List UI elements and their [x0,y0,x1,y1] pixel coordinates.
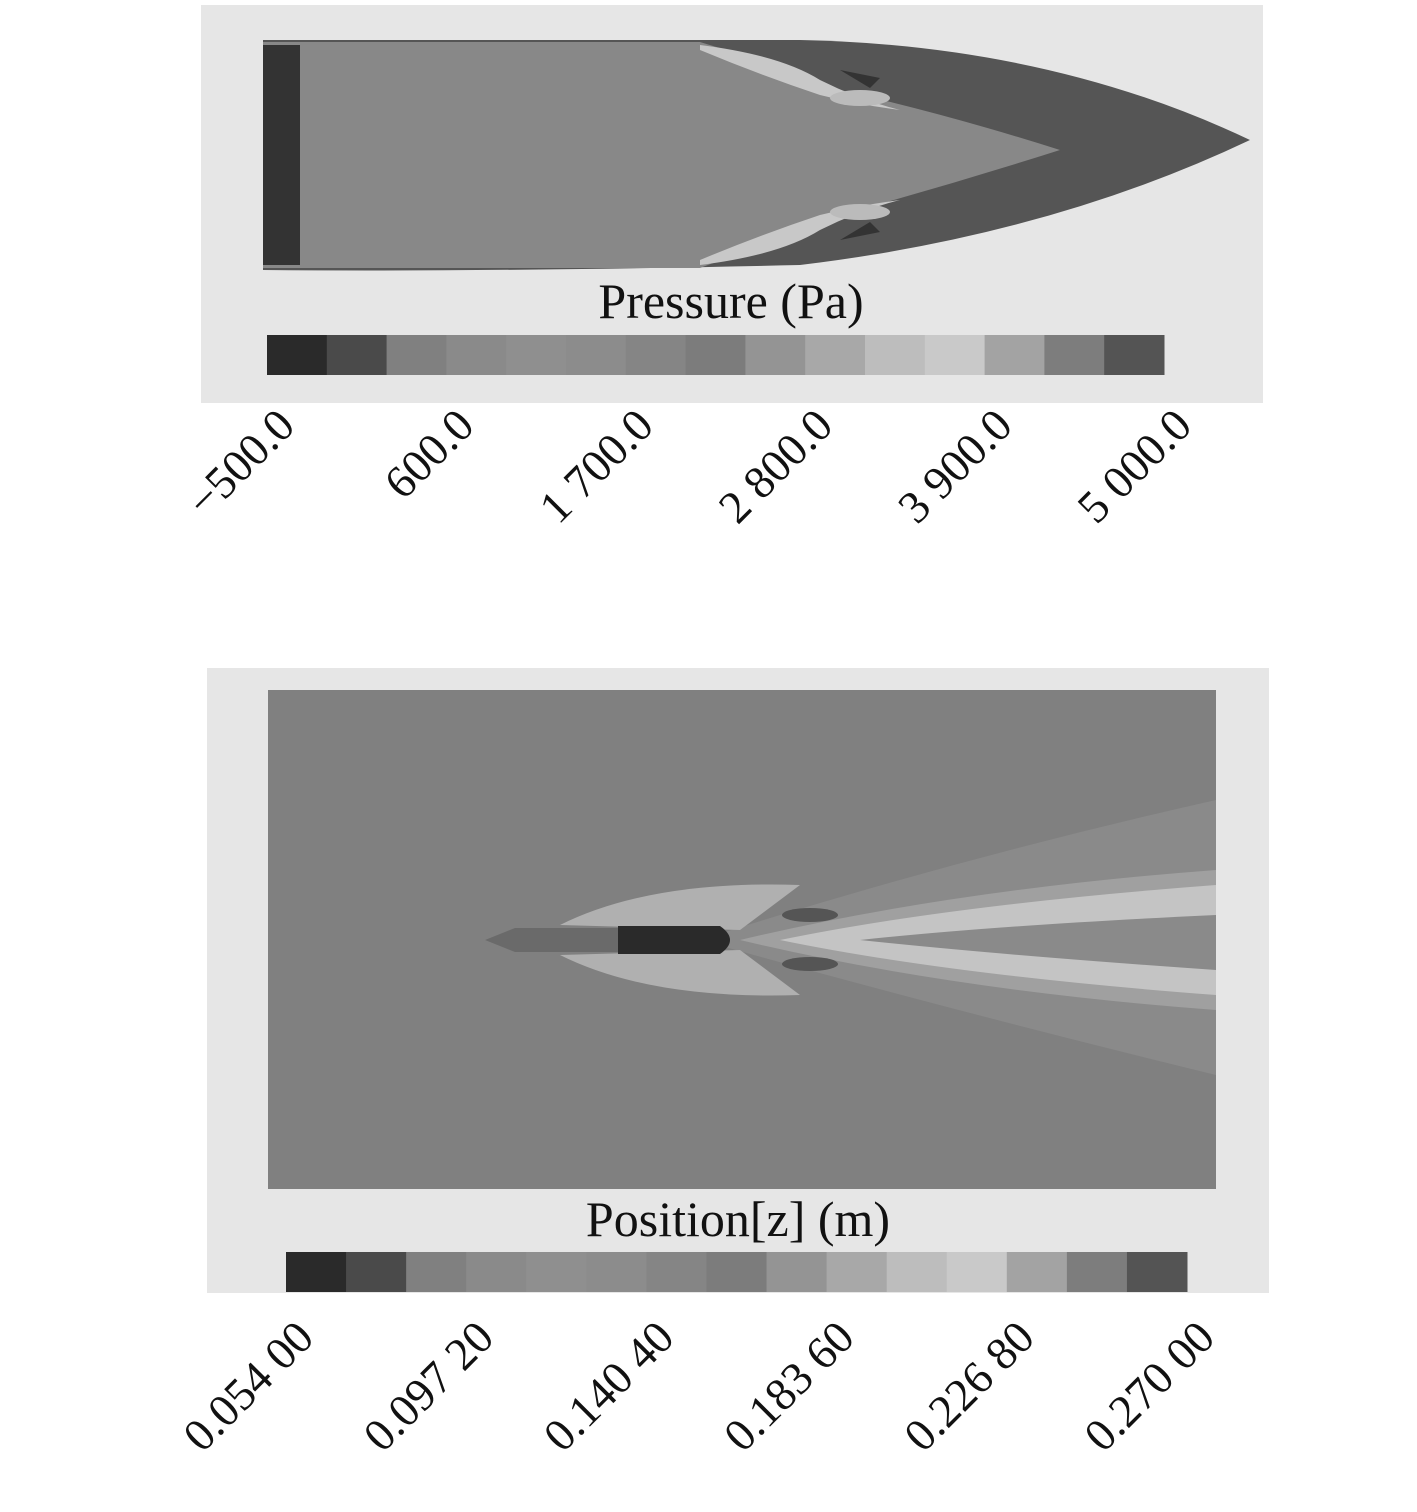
colorbar-segment [685,335,746,375]
colorbar-segment [805,335,866,375]
colorbar-segment [1006,1252,1068,1292]
colorbar-segment [745,335,806,375]
colorbar-segment [406,1252,467,1292]
colorbar: 0.054 00 0.097 20 0.140 40 0.183 60 0.226 80… [173,1252,1224,1461]
colorbar-segment [526,1252,587,1292]
tick-label: 0.140 40 [534,1311,684,1461]
colorbar-segment [646,1252,707,1292]
colorbar-segment [766,1252,828,1292]
colorbar-segment [346,1252,407,1292]
colorbar-segment [984,335,1045,375]
colorbar-segment [386,335,447,375]
colorbar-segment [946,1252,1008,1292]
colorbar-segment [506,335,567,375]
colorbar-segment [446,335,507,375]
tick-label: 3 900.0 [888,399,1022,533]
colorbar-segment [625,335,687,375]
colorbar-segment [566,335,627,375]
hull-contour [263,40,1250,271]
colorbar-segment [886,1252,948,1292]
colorbar-segment [865,335,926,375]
colorbar-segment [326,335,388,375]
tick-label: 0.183 60 [714,1311,864,1461]
tick-label: 0.270 00 [1074,1311,1224,1461]
tick-label: 1 700.0 [529,399,663,533]
legend-title: Position[z] (m) [586,1191,890,1247]
tick-label: 0.097 20 [353,1311,503,1461]
colorbar-segment [706,1252,768,1292]
colorbar-segment [924,335,986,375]
colorbar: −500.0 600.0 1 700.0 2 800.0 3 900.0 5 000.0 [176,335,1201,533]
colorbar-segment [826,1252,888,1292]
colorbar-segment [1126,1252,1188,1292]
tick-label: 5 000.0 [1067,399,1201,533]
colorbar-segment [1066,1252,1128,1292]
tick-label: 600.0 [374,399,483,508]
tick-label: 2 800.0 [709,399,843,533]
colorbar-segment [267,335,328,375]
tick-label: −500.0 [176,399,304,527]
colorbar-segment [1044,335,1105,375]
tick-label: 0.054 00 [173,1311,323,1461]
wake-contour [485,800,1216,1075]
colorbar-segment [466,1252,527,1292]
legend-title: Pressure (Pa) [598,273,863,329]
tick-label: 0.226 80 [894,1311,1044,1461]
colorbar-segment [586,1252,647,1292]
colorbar-segment [286,1252,347,1292]
colorbar-segment [1104,335,1165,375]
